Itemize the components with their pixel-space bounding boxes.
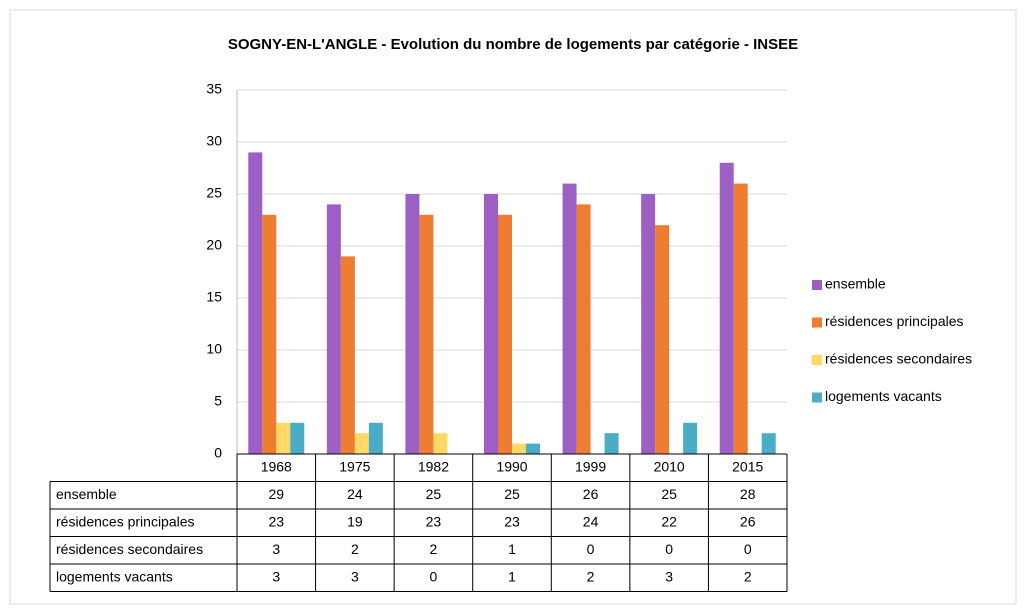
table-value: 23 [268, 513, 284, 529]
bar [761, 433, 776, 454]
bar [433, 433, 448, 454]
table-value: 2 [587, 568, 595, 584]
bar [498, 214, 512, 454]
x-tick-label: 1999 [575, 458, 606, 474]
table-value: 29 [268, 486, 284, 502]
legend-swatch [812, 355, 822, 365]
table-value: 2 [351, 541, 359, 557]
x-tick-label: 2010 [654, 458, 685, 474]
y-tick-label: 20 [206, 237, 222, 253]
table-value: 3 [272, 568, 280, 584]
table-value: 25 [426, 486, 442, 502]
bar [733, 183, 748, 454]
bar [484, 194, 498, 454]
y-tick-label: 5 [214, 393, 222, 409]
table-value: 0 [587, 541, 595, 557]
legend-label: résidences secondaires [825, 351, 972, 367]
table-value: 0 [430, 568, 438, 584]
bar [248, 152, 263, 454]
table-value: 25 [504, 486, 520, 502]
legend-swatch [812, 392, 822, 403]
x-tick-label: 1982 [418, 458, 449, 474]
table-value: 28 [740, 486, 756, 502]
table-value: 1 [508, 541, 516, 557]
bar [641, 194, 656, 454]
bar [340, 256, 355, 454]
bar [405, 194, 420, 454]
bar [354, 433, 369, 454]
table-row-label: ensemble [56, 486, 117, 502]
legend-label: ensemble [825, 276, 886, 292]
table-value: 3 [351, 568, 359, 584]
table-value: 23 [426, 513, 442, 529]
legend-label: logements vacants [825, 388, 942, 404]
table-value: 22 [661, 513, 677, 529]
y-tick-label: 30 [206, 133, 222, 149]
bar [290, 422, 305, 454]
table-value: 3 [665, 568, 673, 584]
bar [526, 443, 540, 454]
bar [576, 204, 591, 454]
bar [655, 225, 670, 454]
chart-title: SOGNY-EN-L'ANGLE - Evolution du nombre d… [228, 36, 798, 53]
y-tick-label: 15 [206, 289, 222, 305]
bar [683, 422, 698, 454]
bar [562, 183, 577, 454]
table-row-label: résidences secondaires [56, 541, 203, 557]
table-row-label: logements vacants [56, 568, 173, 584]
bar [276, 422, 291, 454]
table-value: 26 [740, 513, 756, 529]
legend-swatch [812, 280, 822, 290]
legend-swatch [812, 317, 822, 328]
table-value: 3 [272, 541, 280, 557]
bar [719, 162, 734, 455]
table-value: 23 [504, 513, 520, 529]
table-value: 25 [661, 486, 677, 502]
bar [368, 422, 383, 454]
table-value: 0 [744, 541, 752, 557]
y-tick-label: 35 [206, 81, 222, 97]
bar [512, 443, 526, 454]
x-tick-label: 1990 [496, 458, 527, 474]
x-tick-label: 2015 [732, 458, 763, 474]
y-tick-label: 25 [206, 185, 222, 201]
table-value: 0 [665, 541, 673, 557]
table-value: 2 [744, 568, 752, 584]
table-value: 24 [583, 513, 599, 529]
y-tick-label: 10 [206, 341, 222, 357]
legend-label: résidences principales [825, 313, 964, 329]
table-value: 26 [583, 486, 599, 502]
x-tick-label: 1968 [261, 458, 292, 474]
table-value: 2 [430, 541, 438, 557]
chart-frame [9, 9, 1017, 605]
table-row-label: résidences principales [56, 513, 195, 529]
table-value: 1 [508, 568, 516, 584]
table-value: 19 [347, 513, 363, 529]
x-tick-label: 1975 [339, 458, 370, 474]
bar [419, 214, 434, 454]
table-value: 24 [347, 486, 363, 502]
bar [604, 433, 619, 454]
y-tick-label: 0 [214, 445, 222, 461]
bar [326, 204, 341, 454]
bar [262, 214, 277, 454]
